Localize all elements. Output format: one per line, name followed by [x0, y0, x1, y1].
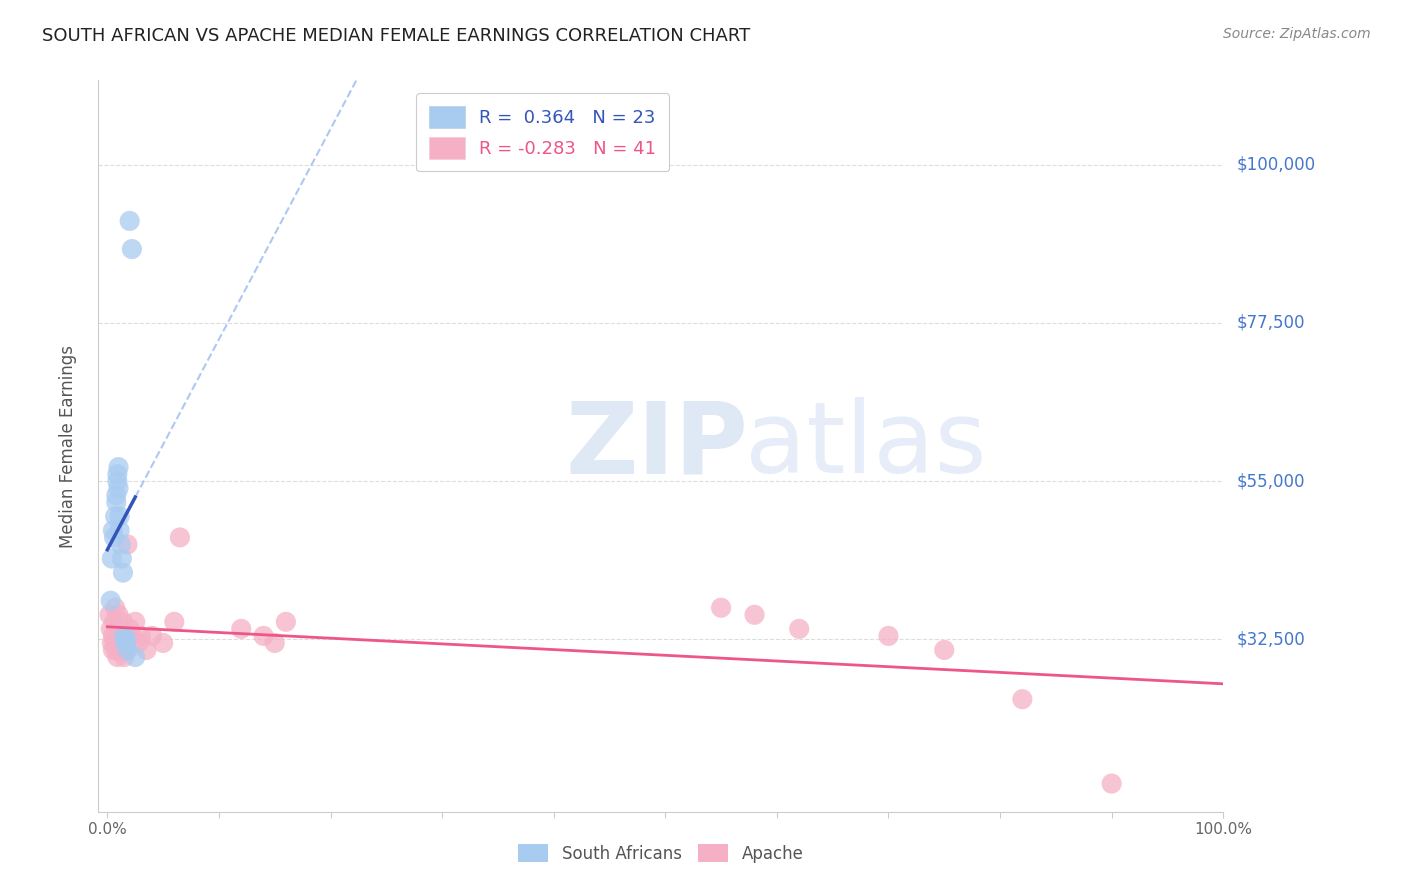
Point [124, 650, 146, 665]
Point [101, 629, 124, 643]
Point [110, 643, 132, 657]
Point [103, 615, 125, 629]
Text: $55,000: $55,000 [1237, 472, 1306, 491]
Point [107, 460, 129, 475]
Point [135, 643, 157, 657]
Legend: South Africans, Apache: South Africans, Apache [512, 838, 810, 869]
Point [105, 622, 128, 636]
Point [129, 629, 152, 643]
Point [115, 632, 138, 647]
Point [934, 643, 956, 657]
Point [98, 607, 121, 622]
Point [111, 566, 134, 580]
Point [118, 214, 141, 228]
Point [101, 636, 124, 650]
Y-axis label: Median Female Earnings: Median Female Earnings [59, 344, 77, 548]
Point [117, 537, 139, 551]
Point [108, 636, 131, 650]
Point [101, 524, 124, 538]
Point [124, 615, 146, 629]
Point [152, 636, 174, 650]
Point [115, 643, 138, 657]
Point [100, 622, 122, 636]
Point [117, 643, 139, 657]
Point [128, 636, 150, 650]
Point [101, 643, 124, 657]
Point [112, 650, 135, 665]
Point [107, 607, 129, 622]
Point [104, 600, 127, 615]
Point [104, 509, 127, 524]
Point [105, 467, 128, 482]
Point [108, 509, 131, 524]
Text: Source: ZipAtlas.com: Source: ZipAtlas.com [1223, 27, 1371, 41]
Point [744, 607, 766, 622]
Point [101, 551, 124, 566]
Point [1101, 776, 1123, 790]
Point [112, 629, 135, 643]
Point [263, 636, 285, 650]
Text: $77,500: $77,500 [1237, 314, 1306, 332]
Point [107, 481, 129, 495]
Point [1011, 692, 1033, 706]
Point [118, 622, 141, 636]
Point [169, 530, 191, 544]
Point [121, 242, 143, 256]
Point [877, 629, 900, 643]
Point [105, 474, 128, 488]
Point [121, 629, 143, 643]
Point [141, 629, 163, 643]
Point [111, 629, 134, 643]
Point [787, 622, 810, 636]
Point [114, 636, 136, 650]
Point [105, 488, 128, 502]
Text: atlas: atlas [745, 398, 987, 494]
Point [114, 636, 136, 650]
Point [104, 636, 127, 650]
Text: $100,000: $100,000 [1237, 156, 1316, 174]
Point [163, 615, 186, 629]
Point [111, 551, 134, 566]
Point [110, 537, 132, 551]
Text: SOUTH AFRICAN VS APACHE MEDIAN FEMALE EARNINGS CORRELATION CHART: SOUTH AFRICAN VS APACHE MEDIAN FEMALE EA… [42, 27, 751, 45]
Point [100, 593, 122, 607]
Point [103, 530, 125, 544]
Point [111, 615, 134, 629]
Point [274, 615, 297, 629]
Point [231, 622, 253, 636]
Point [108, 524, 131, 538]
Text: $32,500: $32,500 [1237, 631, 1306, 648]
Point [105, 643, 128, 657]
Point [105, 650, 128, 665]
Point [710, 600, 733, 615]
Point [252, 629, 274, 643]
Point [105, 495, 128, 509]
Text: ZIP: ZIP [565, 398, 748, 494]
